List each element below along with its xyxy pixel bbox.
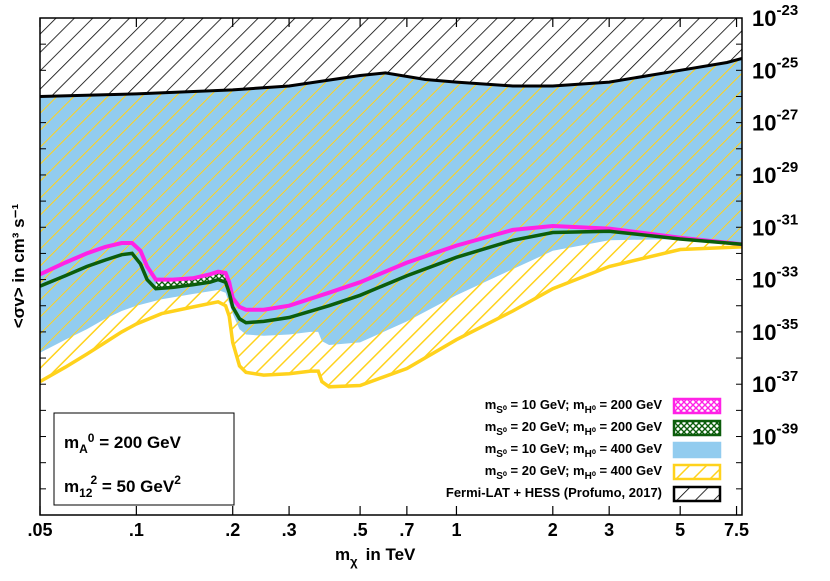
legend-swatch bbox=[672, 419, 722, 437]
y-tick-label: 10-35 bbox=[752, 316, 798, 345]
x-tick-label: 1 bbox=[451, 520, 461, 540]
legend-swatch bbox=[672, 485, 722, 503]
legend-label: Fermi-LAT + HESS (Profumo, 2017) bbox=[446, 485, 662, 500]
y-tick-label: 10-23 bbox=[752, 2, 798, 31]
parameter-box: mA0 = 200 GeV m122 = 50 GeV2 bbox=[53, 412, 235, 506]
parameter-ma0: mA0 = 200 GeV bbox=[64, 431, 182, 456]
parameter-m12: m122 = 50 GeV2 bbox=[64, 473, 181, 500]
y-axis-title: <σv> in cm³ s⁻¹ bbox=[9, 203, 28, 328]
x-tick-label: .5 bbox=[353, 520, 368, 540]
x-tick-label: .3 bbox=[282, 520, 297, 540]
x-tick-label: .2 bbox=[225, 520, 240, 540]
legend-swatch bbox=[672, 463, 722, 481]
plot-frame bbox=[39, 17, 743, 516]
legend-label: mS⁰​ = 20 GeV; mH⁰​ = 200 GeV bbox=[485, 419, 663, 438]
series-line-s20-h400 bbox=[40, 245, 742, 389]
x-tick-label: 3 bbox=[604, 520, 614, 540]
x-tick-label: .1 bbox=[129, 520, 144, 540]
x-tick-label: 5 bbox=[675, 520, 685, 540]
legend-label: mS⁰​ = 10 GeV; mH⁰​ = 400 GeV bbox=[485, 441, 663, 460]
legend-label: mS⁰​ = 20 GeV; mH⁰​ = 400 GeV bbox=[485, 463, 663, 482]
y-tick-label: 10-31 bbox=[752, 211, 798, 240]
axes: .05 .1 .2 .3 .5 .7 1 2 3 5 7.5 10-23 10-25 10-27 10-29… bbox=[27, 2, 798, 540]
series-line-fermi-hess bbox=[40, 57, 742, 98]
x-tick-label: 2 bbox=[548, 520, 558, 540]
legend-swatch bbox=[672, 441, 722, 459]
y-tick-label: 10-27 bbox=[752, 107, 798, 136]
x-axis-title: mχ in TeV bbox=[335, 545, 416, 569]
legend: mS⁰​ = 10 GeV; mH⁰​ = 200 GeV mS⁰​ = 20 G… bbox=[446, 397, 722, 503]
legend-label: mS⁰​ = 10 GeV; mH⁰​ = 200 GeV bbox=[485, 397, 663, 416]
plot-area bbox=[40, 18, 742, 389]
y-tick-label: 10-39 bbox=[752, 421, 798, 450]
legend-swatch bbox=[672, 397, 722, 415]
x-tick-label: .7 bbox=[399, 520, 414, 540]
y-tick-label: 10-37 bbox=[752, 368, 798, 397]
series-line-s10-h200 bbox=[40, 223, 742, 312]
region-s10-h400 bbox=[40, 18, 742, 353]
region-fermi-hess bbox=[40, 18, 742, 97]
x-tick-label: .05 bbox=[27, 520, 52, 540]
y-tick-label: 10-33 bbox=[752, 264, 798, 293]
series-line-s20-h200 bbox=[40, 229, 742, 325]
x-tick-label: 7.5 bbox=[724, 520, 749, 540]
y-tick-label: 10-25 bbox=[752, 54, 798, 83]
y-tick-label: 10-29 bbox=[752, 159, 798, 188]
